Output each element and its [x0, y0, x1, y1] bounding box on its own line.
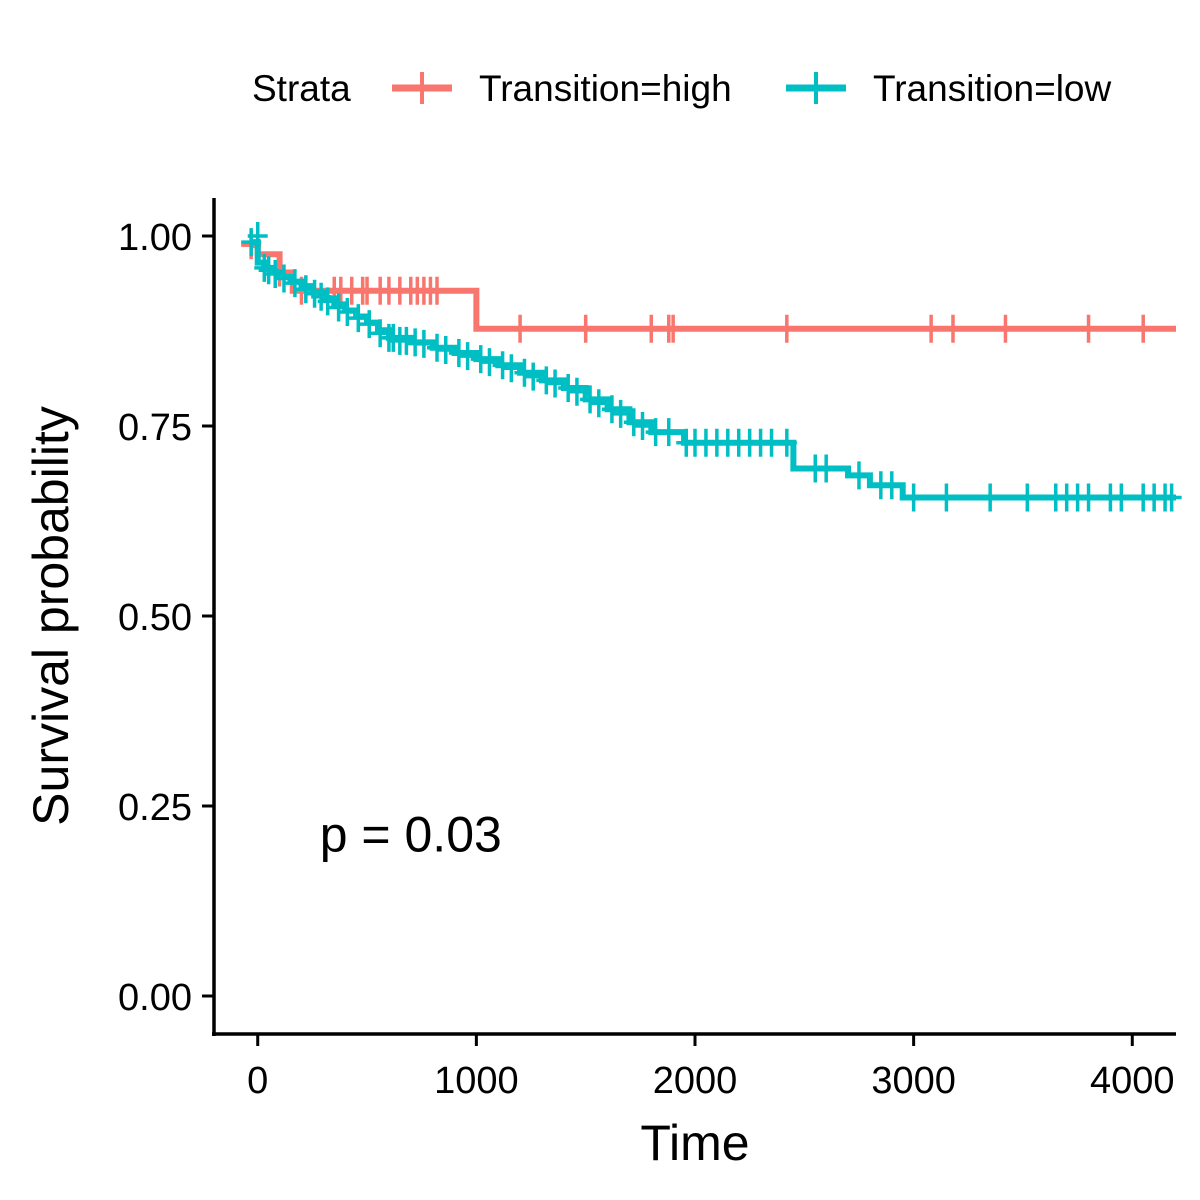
censor-mark-low [337, 298, 358, 326]
censor-mark-low [881, 471, 902, 500]
censor-mark-low [317, 287, 338, 316]
x-tick-label: 4000 [1090, 1060, 1175, 1102]
censor-mark-low [273, 264, 294, 293]
censor-mark-low [479, 348, 500, 377]
censor-mark-low [632, 412, 653, 440]
censor-mark-low [1111, 483, 1132, 512]
censor-mark-low [328, 293, 349, 322]
censor-mark-low [247, 222, 268, 250]
censor-mark-low [448, 339, 469, 368]
censor-mark-low [816, 454, 837, 483]
censor-mark-low [370, 319, 391, 348]
censor-mark-low [514, 358, 535, 387]
censor-mark-low [501, 354, 522, 383]
censor-mark-low [254, 253, 275, 282]
legend-title: Strata [252, 68, 351, 109]
censor-mark-high [663, 314, 684, 343]
x-tick-label: 2000 [653, 1060, 738, 1102]
legend-item-high: Transition=high [392, 68, 732, 109]
censor-mark-low [348, 304, 369, 333]
censor-mark-low [658, 418, 679, 447]
censor-mark-high [641, 314, 662, 343]
y-axis-title: Survival probability [23, 406, 79, 826]
censor-mark-low [470, 345, 491, 374]
censor-mark-low [601, 395, 622, 424]
censor-mark-high [921, 314, 942, 343]
censor-mark-low [523, 362, 544, 391]
censor-mark-low [435, 336, 456, 364]
censor-mark-high [995, 314, 1016, 343]
x-tick-label: 1000 [434, 1060, 519, 1102]
censor-mark-low [566, 377, 587, 406]
censor-mark-low [1078, 483, 1099, 512]
p-value-annotation: p = 0.03 [320, 807, 502, 863]
legend-item-low: Transition=low [786, 68, 1111, 109]
y-tick-label: 1.00 [118, 217, 192, 259]
censor-mark-low [413, 329, 434, 358]
censor-mark-low [903, 483, 924, 512]
censor-mark-low [265, 260, 286, 288]
series-layer [241, 222, 1182, 512]
censor-mark-low [610, 399, 631, 428]
censor-mark-low [588, 389, 609, 418]
censor-mark-low [936, 483, 957, 512]
x-tick-label: 3000 [871, 1060, 956, 1102]
censor-mark-low [359, 310, 380, 339]
censor-mark-low [536, 366, 557, 395]
censor-mark-high [575, 314, 596, 343]
x-tick-label: 0 [247, 1060, 268, 1102]
x-axis-title: Time [640, 1115, 749, 1171]
censor-mark-high [427, 276, 448, 305]
y-tick-label: 0.50 [118, 597, 192, 639]
censor-mark-low [1161, 483, 1182, 512]
y-tick-label: 0.00 [118, 977, 192, 1019]
censor-mark-low [848, 461, 869, 490]
censor-mark-low [623, 408, 644, 437]
y-tick-label: 0.25 [118, 787, 192, 829]
ticks-layer: 0 1000 2000 3000 4000 0.00 0.25 0.50 0.75 1.00 [118, 217, 1175, 1102]
censor-mark-high [1133, 314, 1154, 343]
censor-mark-low [427, 333, 448, 362]
legend-label-high: Transition=high [479, 68, 732, 109]
censor-mark-low [558, 374, 579, 402]
censor-mark-low [1017, 483, 1038, 512]
censor-mark-low [776, 428, 797, 457]
legend-label-low: Transition=low [873, 68, 1111, 109]
y-tick-label: 0.75 [118, 407, 192, 449]
censor-mark-low [457, 342, 478, 371]
censor-mark-low [295, 275, 316, 304]
censor-mark-low [580, 385, 601, 414]
censor-mark-high [510, 314, 531, 343]
censor-mark-high [776, 314, 797, 343]
censor-mark-low [492, 351, 513, 380]
censor-mark-low [284, 269, 305, 298]
censor-mark-low [545, 369, 566, 398]
censor-mark-high [942, 314, 963, 343]
censor-mark-high [1078, 314, 1099, 343]
legend: Strata Transition=high Transition=low [252, 68, 1111, 109]
censor-mark-low [980, 483, 1001, 512]
